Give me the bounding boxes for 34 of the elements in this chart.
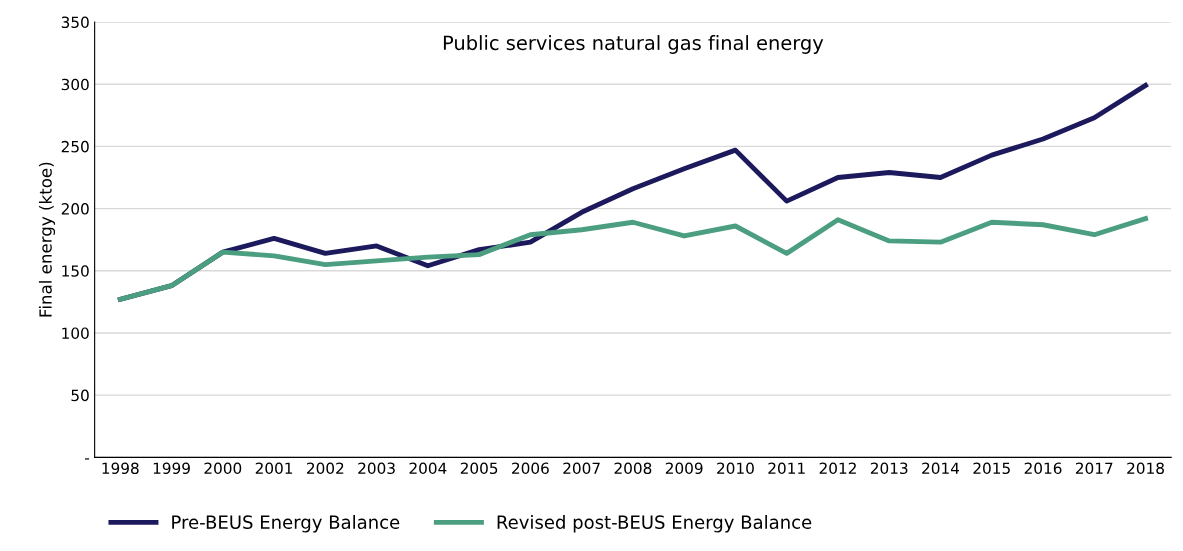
y-axis-title: Final energy (ktoe) — [38, 162, 56, 317]
x-tick-label: 2001 — [255, 462, 293, 475]
x-tick-label: 2014 — [922, 462, 960, 475]
x-tick-label: 1999 — [153, 462, 190, 475]
x-tick-label: 2016 — [1024, 462, 1062, 475]
text: Public services natural gas final energy — [443, 35, 824, 54]
y-tick-label: 50 — [71, 389, 89, 402]
x-tick-label: 2006 — [512, 462, 549, 475]
y-tick-label: 250 — [61, 140, 89, 153]
y-tick-label: 150 — [62, 265, 89, 277]
x-tick-label: 2012 — [819, 462, 856, 475]
y-tick-label: - — [85, 458, 90, 460]
x-tick-label: 2011 — [768, 462, 805, 475]
y-tick-label: 300 — [61, 78, 89, 91]
x-tick-label: 2003 — [358, 462, 395, 475]
y-tick-label: 350 — [61, 16, 89, 29]
x-tick-label: 1998 — [102, 462, 139, 475]
x-tick-label: 2017 — [1075, 462, 1113, 475]
x-tick-label: 2002 — [307, 462, 344, 475]
x-tick-label: 2007 — [563, 462, 600, 475]
x-tick-label: 2015 — [973, 462, 1010, 475]
x-tick-label: 2010 — [717, 462, 754, 475]
x-tick-label: 2009 — [665, 462, 703, 475]
legend-label: Revised post-BEUS Energy Balance — [497, 515, 812, 533]
x-tick-label: 2000 — [204, 462, 242, 475]
legend-label: Pre-BEUS Energy Balance — [172, 515, 400, 533]
x-tick-label: 2018 — [1127, 462, 1164, 475]
x-tick-label: 2004 — [409, 462, 447, 475]
x-tick-label: 2013 — [870, 462, 908, 475]
x-tick-label: 2008 — [614, 462, 652, 475]
y-tick-label: 200 — [61, 203, 89, 215]
line-series — [117, 216, 1148, 302]
x-tick-label: 2005 — [460, 462, 498, 475]
y-tick-label: 100 — [62, 327, 89, 339]
